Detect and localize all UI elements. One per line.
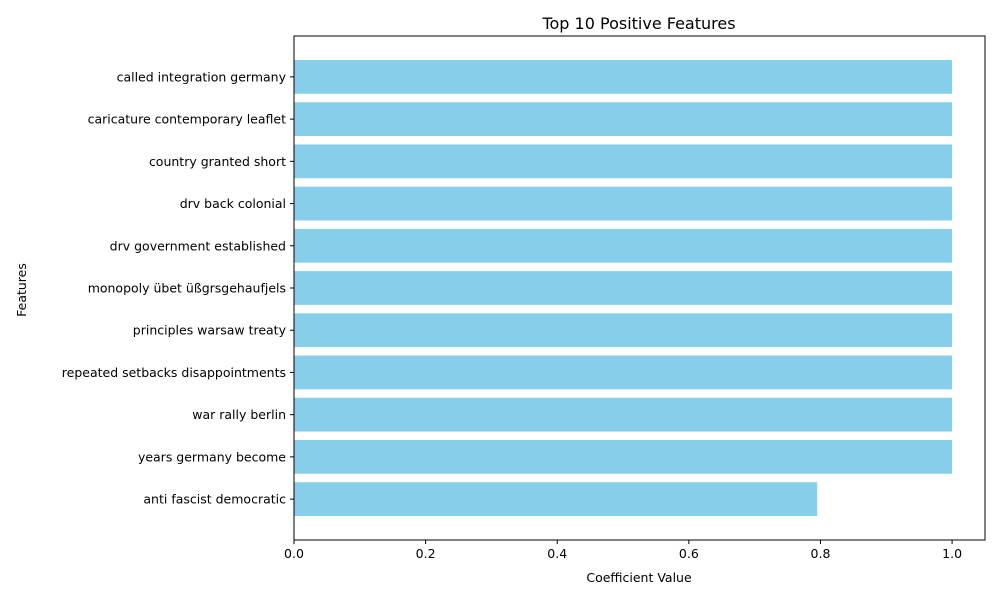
y-tick-label: repeated setbacks disappointments — [62, 365, 286, 380]
y-tick-label: drv government established — [110, 238, 286, 253]
x-tick-label: 0.6 — [679, 546, 699, 561]
y-tick-label: monopoly übet üßgrsgehaufjels — [88, 281, 286, 296]
plot-frame — [293, 35, 986, 541]
bar — [294, 144, 953, 179]
bar — [294, 102, 953, 136]
x-tick-label: 1.0 — [942, 546, 962, 561]
chart-title: Top 10 Positive Features — [541, 14, 735, 33]
bar — [294, 482, 818, 516]
bar — [294, 60, 953, 94]
bar — [294, 186, 953, 221]
y-tick-label: principles warsaw treaty — [133, 323, 287, 338]
bar — [294, 397, 953, 432]
x-axis-label: Coefficient Value — [586, 570, 692, 585]
y-tick-label: anti fascist democratic — [143, 492, 286, 507]
y-axis-label: Features — [14, 263, 29, 317]
x-axis-ticks: 0.0 0.2 0.4 0.6 0.8 1.0 — [284, 540, 962, 561]
x-tick-label: 0.8 — [811, 546, 831, 561]
bars-group — [294, 60, 953, 516]
y-tick-label: called integration germany — [117, 69, 287, 84]
x-tick-label: 0.2 — [416, 546, 436, 561]
y-tick-label: war rally berlin — [192, 407, 286, 422]
bar — [294, 355, 953, 390]
y-tick-label: drv back colonial — [180, 196, 286, 211]
bar — [294, 228, 953, 263]
y-tick-label: country granted short — [149, 154, 286, 169]
bar — [294, 271, 953, 305]
y-tick-label: years germany become — [138, 449, 286, 464]
bar — [294, 313, 953, 348]
y-tick-label: caricature contemporary leaflet — [88, 112, 287, 127]
x-tick-label: 0.0 — [284, 546, 304, 561]
y-axis-ticks: called integration germany caricature con… — [62, 69, 294, 507]
x-tick-label: 0.4 — [547, 546, 567, 561]
bar — [294, 440, 953, 474]
